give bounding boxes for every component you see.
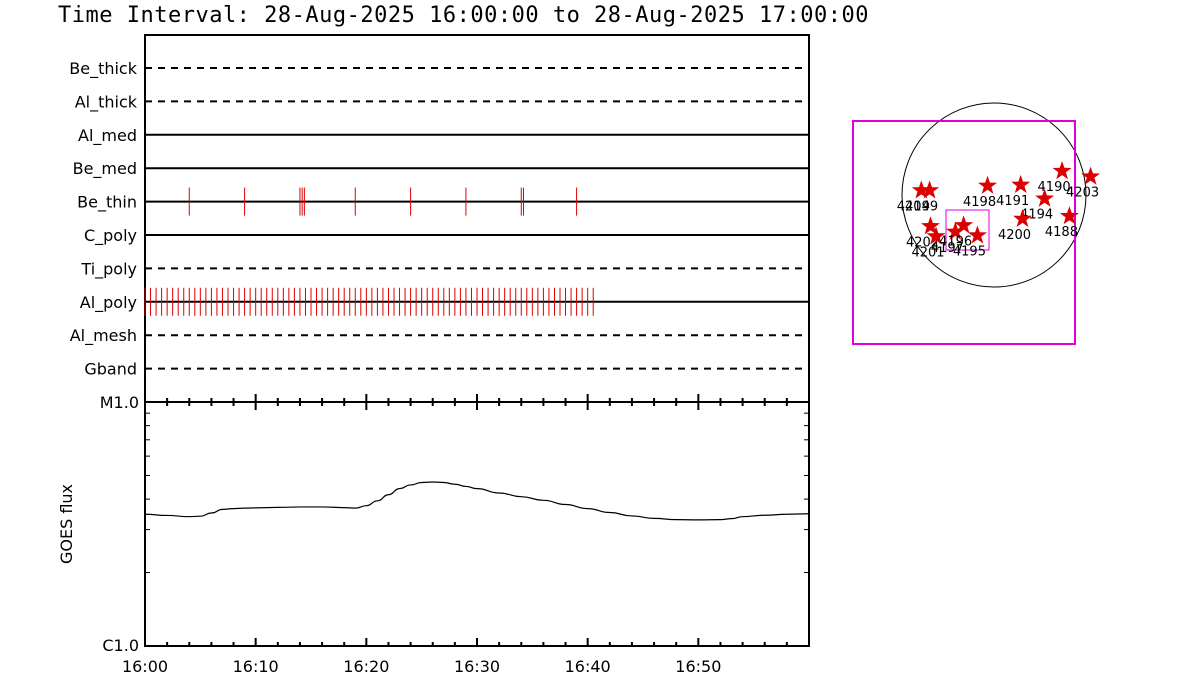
region-star-icon: [926, 226, 946, 245]
field-of-view-box: [852, 120, 1076, 345]
region-label: 4200: [998, 228, 1031, 243]
goes-y-axis-label: GOES flux: [57, 484, 76, 564]
region-star-icon: [1035, 188, 1055, 207]
region-label: 4195: [953, 244, 986, 259]
region-label: 4204: [897, 199, 930, 214]
region-star-icon: [1059, 206, 1079, 225]
region-label: 4201: [911, 245, 944, 260]
region-label: 4198: [963, 195, 996, 210]
x-axis: 16:00 16:10 16:20 16:30 16:40 16:50: [122, 657, 721, 676]
region-star-icon: [921, 216, 940, 235]
region-label: 4203: [1066, 186, 1099, 201]
solar-disk: [901, 102, 1087, 288]
page-title: Time Interval: 28-Aug-2025 16:00:00 to 2…: [58, 3, 869, 28]
goes-frame: [144, 401, 810, 647]
region-label: 4199: [905, 199, 938, 214]
inner-box: [945, 209, 990, 251]
goes-flux-line: [144, 481, 810, 521]
region-star-icon: [920, 180, 940, 199]
region-label: 4194: [1020, 208, 1053, 223]
region-label: 4202: [906, 235, 939, 250]
channel-label: Al_poly: [80, 293, 137, 313]
region-star-icon: [1013, 208, 1032, 227]
region-label: 4190: [1038, 180, 1071, 195]
region-star-icon: [967, 225, 987, 244]
channel-label: Ti_poly: [80, 259, 137, 279]
x-tick-label: 16:40: [565, 657, 611, 676]
channel-label: Al_thick: [75, 92, 138, 112]
x-tick-label: 16:50: [675, 657, 721, 676]
channel-label: Al_med: [78, 126, 137, 146]
x-tick-label: 16:30: [454, 657, 500, 676]
channel-label: Be_thin: [77, 193, 137, 213]
region-star-icon: [1081, 166, 1101, 185]
region-star-icon: [911, 180, 931, 199]
x-tick-label: 16:20: [343, 657, 389, 676]
region-label: 4197: [931, 241, 964, 256]
region-label: 4196: [939, 234, 972, 249]
region-star-icon: [954, 215, 974, 234]
x-tick-label: 16:00: [122, 657, 168, 676]
goes-flux-panel: M1.0 C1.0 GOES flux: [57, 393, 810, 655]
channel-label: Al_mesh: [70, 326, 137, 346]
x-tick-label: 16:10: [233, 657, 279, 676]
region-star-icon: [1052, 161, 1072, 180]
goes-y-tick-label: M1.0: [100, 393, 139, 412]
region-star-icon: [1011, 174, 1031, 193]
timeline-panel: Be_thick Al_thick Al_med Be_med Be_thin C_pol…: [69, 34, 810, 403]
region-star-icon: [978, 175, 998, 194]
channel-label: Gband: [84, 360, 137, 379]
timeline-frame: [144, 34, 810, 403]
channel-label: Be_med: [73, 159, 137, 179]
region-star-icon: [945, 221, 965, 240]
channel-label: C_poly: [84, 226, 137, 246]
channel-label: Be_thick: [69, 59, 137, 79]
goes-y-tick-label: C1.0: [102, 636, 139, 655]
region-label: 4191: [996, 194, 1029, 209]
region-label: 4188: [1045, 225, 1078, 240]
